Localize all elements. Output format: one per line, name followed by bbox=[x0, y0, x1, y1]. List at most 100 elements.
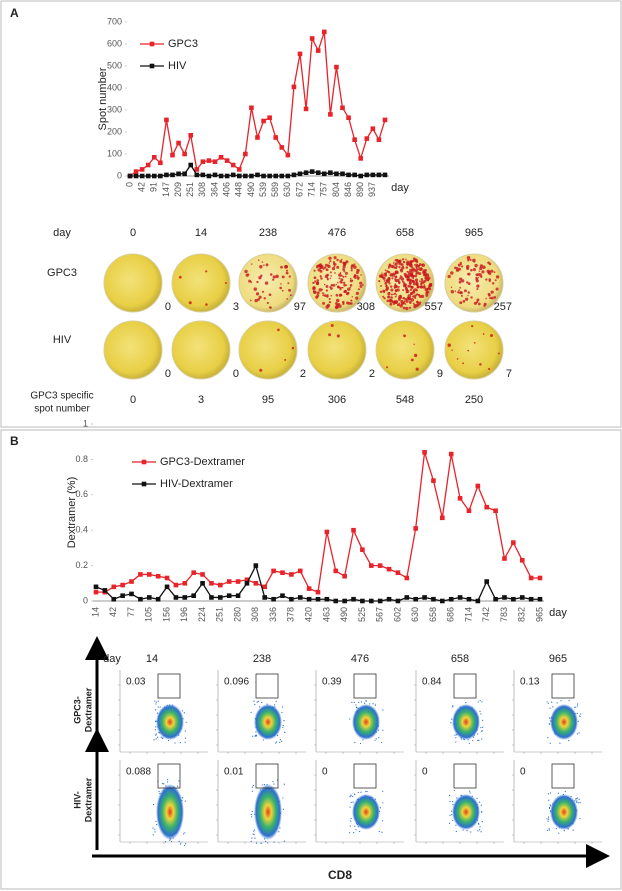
event-dot bbox=[275, 741, 277, 743]
spot bbox=[467, 294, 469, 297]
x-tick-label: 378 bbox=[286, 607, 296, 622]
point-marker bbox=[358, 156, 364, 161]
spot bbox=[425, 293, 429, 297]
point-marker bbox=[120, 593, 125, 598]
spot bbox=[466, 264, 470, 269]
panel-a-frame bbox=[0, 0, 622, 428]
event-dot bbox=[481, 738, 483, 740]
spot bbox=[413, 294, 417, 298]
spot bbox=[401, 268, 403, 271]
point-marker bbox=[200, 159, 206, 164]
spot bbox=[459, 291, 462, 294]
spot bbox=[326, 303, 331, 308]
point-marker bbox=[206, 173, 212, 179]
event-dot bbox=[251, 810, 253, 813]
event-dot bbox=[155, 734, 157, 736]
event-dot bbox=[352, 795, 354, 798]
event-dot bbox=[264, 840, 267, 842]
event-dot bbox=[548, 799, 550, 801]
point-marker bbox=[164, 575, 170, 581]
event-dot bbox=[449, 794, 451, 796]
spot bbox=[313, 269, 316, 272]
y-tick-label: 0.2 bbox=[75, 560, 88, 570]
spot bbox=[325, 268, 329, 272]
well bbox=[171, 320, 231, 380]
spot bbox=[487, 272, 490, 275]
spot bbox=[457, 291, 460, 294]
spot bbox=[399, 304, 403, 308]
event-dot bbox=[161, 783, 164, 785]
event-dot bbox=[349, 796, 351, 798]
x-tick-label: 742 bbox=[481, 607, 491, 622]
event-dot bbox=[374, 704, 377, 706]
spot bbox=[395, 258, 397, 261]
event-dot bbox=[477, 733, 479, 735]
legend-label: HIV-Dextramer bbox=[160, 478, 233, 490]
event-dot bbox=[260, 842, 262, 844]
point-marker bbox=[306, 586, 312, 591]
x-tick-label: 539 bbox=[258, 182, 268, 197]
spot bbox=[254, 298, 258, 303]
spot bbox=[249, 299, 252, 302]
point-marker bbox=[230, 172, 236, 178]
point-marker bbox=[342, 598, 347, 604]
event-dot bbox=[579, 802, 581, 804]
event-dot bbox=[273, 841, 275, 843]
spot bbox=[458, 280, 462, 284]
point-marker bbox=[297, 51, 303, 57]
spot bbox=[405, 287, 408, 291]
spot bbox=[317, 264, 322, 268]
event-dot bbox=[352, 801, 354, 803]
spot bbox=[340, 258, 343, 261]
event-dot bbox=[250, 840, 252, 842]
point-marker bbox=[376, 172, 382, 178]
event-dot bbox=[455, 737, 457, 739]
x-tick-label: 714 bbox=[463, 607, 473, 622]
spot bbox=[385, 279, 388, 282]
spot-count: 7 bbox=[506, 368, 512, 380]
spot bbox=[312, 286, 316, 291]
spot bbox=[319, 270, 323, 273]
spot bbox=[281, 275, 285, 279]
event-dot bbox=[349, 806, 351, 808]
event-dot bbox=[353, 831, 355, 834]
spot bbox=[460, 294, 463, 297]
point-marker bbox=[413, 596, 418, 602]
spot bbox=[416, 293, 419, 296]
point-marker bbox=[249, 105, 254, 111]
y-tick-label: 0 bbox=[83, 595, 88, 605]
spot bbox=[339, 260, 343, 264]
x-tick-label: 91 bbox=[149, 182, 159, 192]
event-dot bbox=[455, 824, 457, 826]
well bbox=[103, 253, 163, 313]
spot bbox=[330, 324, 334, 328]
point-marker bbox=[352, 137, 357, 142]
y-tick-label: 100 bbox=[107, 148, 122, 158]
spot bbox=[467, 259, 470, 262]
point-marker bbox=[182, 595, 188, 600]
day-value: 965 bbox=[549, 653, 567, 665]
gate bbox=[551, 673, 575, 699]
point-marker bbox=[138, 572, 143, 577]
point-marker bbox=[138, 596, 143, 602]
event-dot bbox=[261, 701, 263, 704]
event-dot bbox=[380, 741, 383, 744]
x-tick-label: 589 bbox=[270, 182, 280, 197]
spot bbox=[479, 264, 484, 268]
point-marker bbox=[146, 595, 152, 600]
point-marker bbox=[209, 581, 214, 586]
y-tick-label: 500 bbox=[107, 60, 122, 70]
spot bbox=[409, 268, 413, 272]
spot bbox=[423, 268, 427, 272]
point-marker bbox=[127, 173, 133, 179]
event-dot bbox=[482, 726, 484, 728]
x-tick-label: 336 bbox=[268, 607, 278, 622]
point-marker bbox=[182, 171, 187, 177]
spot bbox=[339, 286, 342, 290]
legend-swatch bbox=[149, 63, 155, 69]
event-dot bbox=[372, 703, 374, 705]
spot bbox=[416, 284, 419, 287]
point-marker bbox=[235, 593, 241, 598]
spot-count: 308 bbox=[357, 301, 375, 313]
event-dot bbox=[163, 783, 165, 785]
